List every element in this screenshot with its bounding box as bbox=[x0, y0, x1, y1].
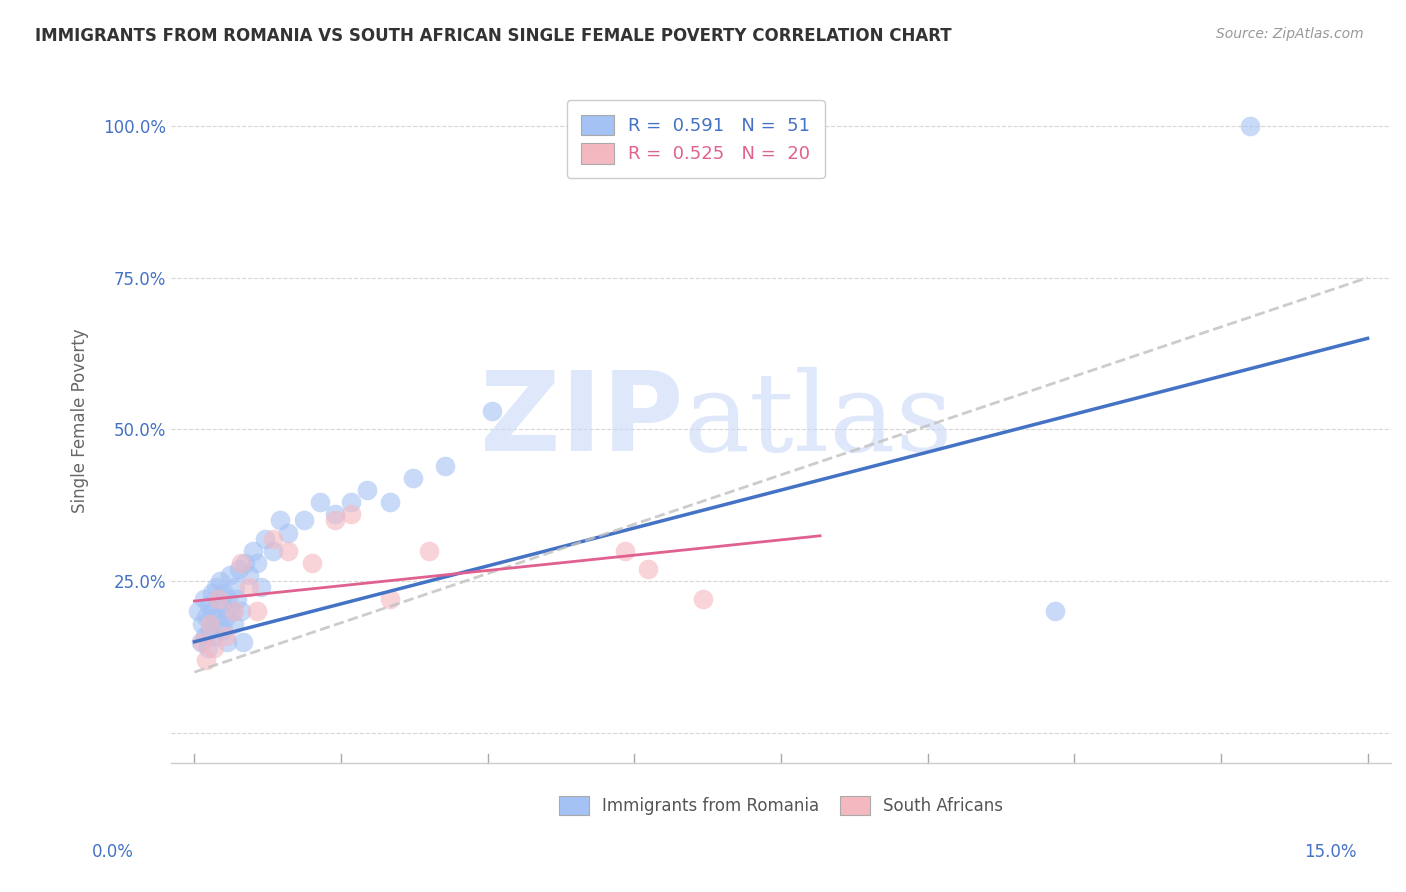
Point bbox=[378, 495, 401, 509]
Point bbox=[215, 610, 238, 624]
Point bbox=[323, 508, 346, 522]
Point bbox=[217, 634, 239, 648]
Point bbox=[197, 599, 219, 613]
Point bbox=[433, 458, 456, 473]
Point bbox=[202, 640, 225, 655]
Point bbox=[277, 525, 299, 540]
Point bbox=[231, 556, 253, 570]
Point bbox=[692, 592, 714, 607]
Point bbox=[228, 562, 250, 576]
Text: atlas: atlas bbox=[683, 367, 953, 474]
Point bbox=[201, 604, 224, 618]
Point bbox=[262, 532, 284, 546]
Point bbox=[637, 562, 659, 576]
Point bbox=[613, 543, 636, 558]
Point bbox=[246, 556, 269, 570]
Point bbox=[246, 604, 269, 618]
Point bbox=[378, 592, 401, 607]
Point bbox=[197, 640, 219, 655]
Point bbox=[198, 616, 221, 631]
Point bbox=[193, 592, 215, 607]
Point bbox=[207, 592, 229, 607]
Point bbox=[292, 513, 315, 527]
Point bbox=[191, 634, 214, 648]
Y-axis label: Single Female Poverty: Single Female Poverty bbox=[72, 328, 89, 513]
Point bbox=[340, 508, 363, 522]
Point bbox=[481, 404, 503, 418]
Point bbox=[215, 629, 238, 643]
Point bbox=[208, 616, 231, 631]
Point bbox=[187, 604, 209, 618]
Point bbox=[1239, 119, 1261, 133]
Point bbox=[323, 513, 346, 527]
Point bbox=[238, 568, 260, 582]
Point bbox=[250, 580, 273, 594]
Point bbox=[301, 556, 323, 570]
Point bbox=[356, 483, 378, 497]
Point bbox=[209, 574, 232, 588]
Text: ZIP: ZIP bbox=[479, 367, 683, 474]
Point bbox=[253, 532, 276, 546]
Point bbox=[277, 543, 299, 558]
Point bbox=[195, 653, 218, 667]
Point bbox=[232, 634, 254, 648]
Point bbox=[224, 580, 246, 594]
Point bbox=[195, 610, 218, 624]
Point bbox=[238, 580, 260, 594]
Point bbox=[212, 586, 235, 600]
Point bbox=[207, 592, 229, 607]
Text: Source: ZipAtlas.com: Source: ZipAtlas.com bbox=[1216, 27, 1364, 41]
Point bbox=[222, 616, 245, 631]
Legend: Immigrants from Romania, South Africans: Immigrants from Romania, South Africans bbox=[551, 788, 1011, 823]
Point bbox=[202, 629, 225, 643]
Point bbox=[205, 610, 228, 624]
Point bbox=[191, 616, 214, 631]
Point bbox=[194, 629, 217, 643]
Point bbox=[269, 513, 291, 527]
Point bbox=[418, 543, 440, 558]
Point bbox=[190, 634, 212, 648]
Point bbox=[231, 604, 253, 618]
Point bbox=[212, 623, 235, 637]
Point bbox=[198, 623, 221, 637]
Point bbox=[218, 568, 240, 582]
Point bbox=[340, 495, 363, 509]
Text: 15.0%: 15.0% bbox=[1305, 843, 1357, 861]
Point bbox=[402, 471, 425, 485]
Point bbox=[211, 599, 233, 613]
Point bbox=[221, 604, 243, 618]
Text: IMMIGRANTS FROM ROMANIA VS SOUTH AFRICAN SINGLE FEMALE POVERTY CORRELATION CHART: IMMIGRANTS FROM ROMANIA VS SOUTH AFRICAN… bbox=[35, 27, 952, 45]
Point bbox=[1043, 604, 1066, 618]
Point bbox=[262, 543, 284, 558]
Point bbox=[226, 592, 249, 607]
Point bbox=[308, 495, 330, 509]
Point bbox=[222, 604, 245, 618]
Text: 0.0%: 0.0% bbox=[91, 843, 134, 861]
Point bbox=[201, 586, 224, 600]
Point bbox=[233, 556, 256, 570]
Point bbox=[204, 580, 226, 594]
Point bbox=[242, 543, 264, 558]
Point bbox=[217, 592, 239, 607]
